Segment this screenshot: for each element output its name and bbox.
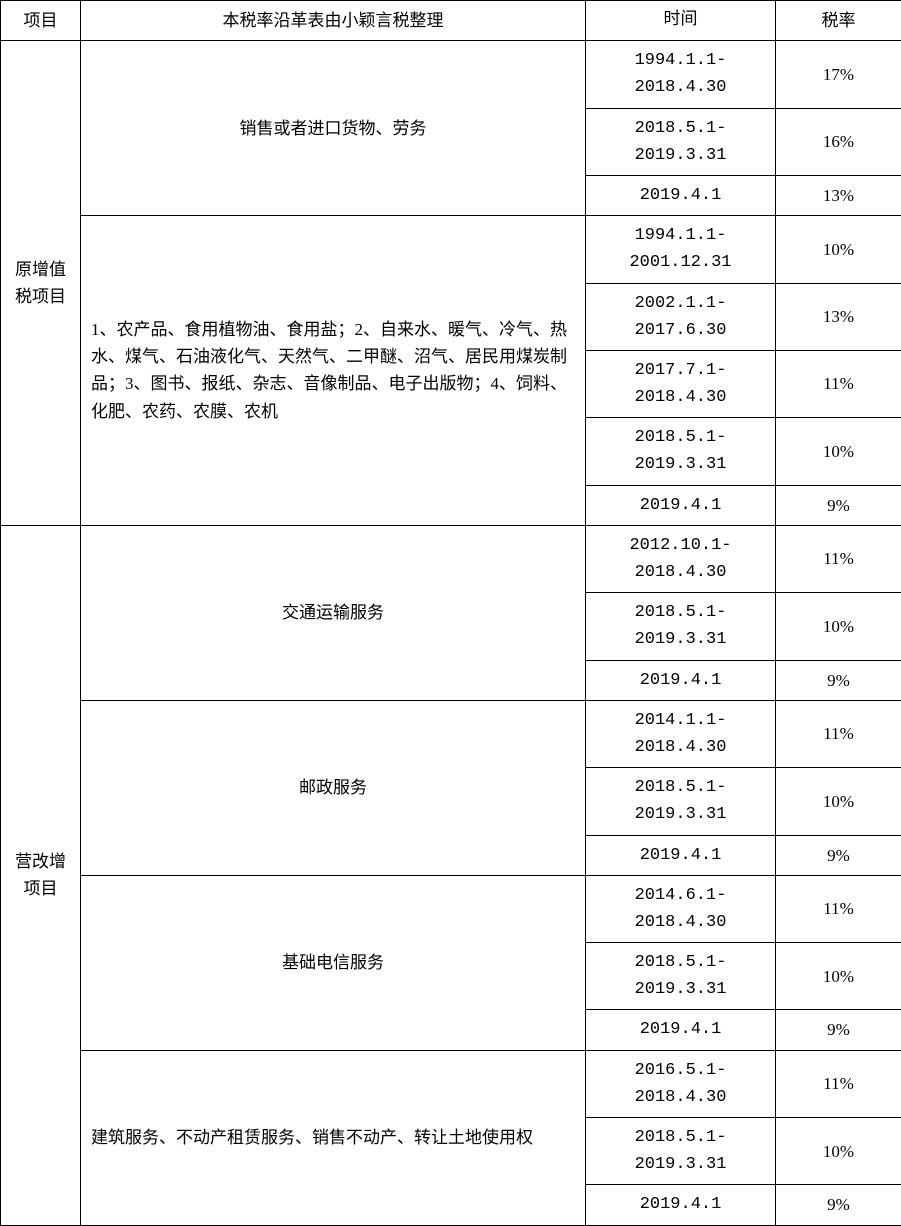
rate-cell: 11% bbox=[776, 700, 901, 767]
rate-cell: 11% bbox=[776, 525, 901, 592]
time-cell: 2012.10.1- 2018.4.30 bbox=[586, 525, 776, 592]
time-cell: 1994.1.1- 2001.12.31 bbox=[586, 216, 776, 283]
rate-cell: 16% bbox=[776, 108, 901, 175]
table-row: 建筑服务、不动产租赁服务、销售不动产、转让土地使用权2016.5.1- 2018… bbox=[1, 1050, 901, 1117]
category-cell: 营改增 项目 bbox=[1, 525, 81, 1225]
time-cell: 2018.5.1- 2019.3.31 bbox=[586, 418, 776, 485]
time-cell: 2018.5.1- 2019.3.31 bbox=[586, 108, 776, 175]
rate-cell: 13% bbox=[776, 283, 901, 350]
header-desc: 本税率沿革表由小颖言税整理 bbox=[81, 1, 586, 41]
table-row: 1、农产品、食用植物油、食用盐；2、自来水、暖气、冷气、热水、煤气、石油液化气、… bbox=[1, 216, 901, 283]
time-cell: 2002.1.1- 2017.6.30 bbox=[586, 283, 776, 350]
rate-cell: 10% bbox=[776, 593, 901, 660]
table-row: 基础电信服务2014.6.1- 2018.4.3011% bbox=[1, 875, 901, 942]
header-time: 时间 bbox=[586, 1, 776, 41]
description-cell: 建筑服务、不动产租赁服务、销售不动产、转让土地使用权 bbox=[81, 1050, 586, 1225]
time-cell: 2016.5.1- 2018.4.30 bbox=[586, 1050, 776, 1117]
time-cell: 2014.6.1- 2018.4.30 bbox=[586, 875, 776, 942]
rate-cell: 10% bbox=[776, 418, 901, 485]
rate-cell: 9% bbox=[776, 835, 901, 875]
table-row: 原增值 税项目销售或者进口货物、劳务1994.1.1- 2018.4.3017% bbox=[1, 41, 901, 108]
time-cell: 2014.1.1- 2018.4.30 bbox=[586, 700, 776, 767]
time-cell: 2019.4.1 bbox=[586, 175, 776, 215]
description-cell: 邮政服务 bbox=[81, 700, 586, 875]
rate-cell: 13% bbox=[776, 175, 901, 215]
description-cell: 基础电信服务 bbox=[81, 875, 586, 1050]
rate-cell: 11% bbox=[776, 1050, 901, 1117]
rate-cell: 17% bbox=[776, 41, 901, 108]
header-project: 项目 bbox=[1, 1, 81, 41]
time-cell: 2018.5.1- 2019.3.31 bbox=[586, 768, 776, 835]
rate-cell: 9% bbox=[776, 660, 901, 700]
time-cell: 2018.5.1- 2019.3.31 bbox=[586, 943, 776, 1010]
description-cell: 1、农产品、食用植物油、食用盐；2、自来水、暖气、冷气、热水、煤气、石油液化气、… bbox=[81, 216, 586, 526]
header-rate: 税率 bbox=[776, 1, 901, 41]
time-cell: 2019.4.1 bbox=[586, 835, 776, 875]
time-cell: 2019.4.1 bbox=[586, 1010, 776, 1050]
rate-cell: 11% bbox=[776, 350, 901, 417]
table-row: 邮政服务2014.1.1- 2018.4.3011% bbox=[1, 700, 901, 767]
rate-cell: 10% bbox=[776, 216, 901, 283]
time-cell: 2017.7.1- 2018.4.30 bbox=[586, 350, 776, 417]
tax-rate-history-table: 项目 本税率沿革表由小颖言税整理 时间 税率 原增值 税项目销售或者进口货物、劳… bbox=[0, 0, 901, 1226]
time-cell: 2019.4.1 bbox=[586, 660, 776, 700]
description-cell: 交通运输服务 bbox=[81, 525, 586, 700]
time-cell: 1994.1.1- 2018.4.30 bbox=[586, 41, 776, 108]
table-row: 营改增 项目交通运输服务2012.10.1- 2018.4.3011% bbox=[1, 525, 901, 592]
table-header-row: 项目 本税率沿革表由小颖言税整理 时间 税率 bbox=[1, 1, 901, 41]
rate-cell: 9% bbox=[776, 1185, 901, 1225]
category-cell: 原增值 税项目 bbox=[1, 41, 81, 526]
time-cell: 2019.4.1 bbox=[586, 485, 776, 525]
rate-cell: 10% bbox=[776, 1118, 901, 1185]
rate-cell: 9% bbox=[776, 485, 901, 525]
rate-cell: 10% bbox=[776, 943, 901, 1010]
time-cell: 2019.4.1 bbox=[586, 1185, 776, 1225]
time-cell: 2018.5.1- 2019.3.31 bbox=[586, 1118, 776, 1185]
description-cell: 销售或者进口货物、劳务 bbox=[81, 41, 586, 216]
time-cell: 2018.5.1- 2019.3.31 bbox=[586, 593, 776, 660]
rate-cell: 9% bbox=[776, 1010, 901, 1050]
rate-cell: 10% bbox=[776, 768, 901, 835]
rate-cell: 11% bbox=[776, 875, 901, 942]
